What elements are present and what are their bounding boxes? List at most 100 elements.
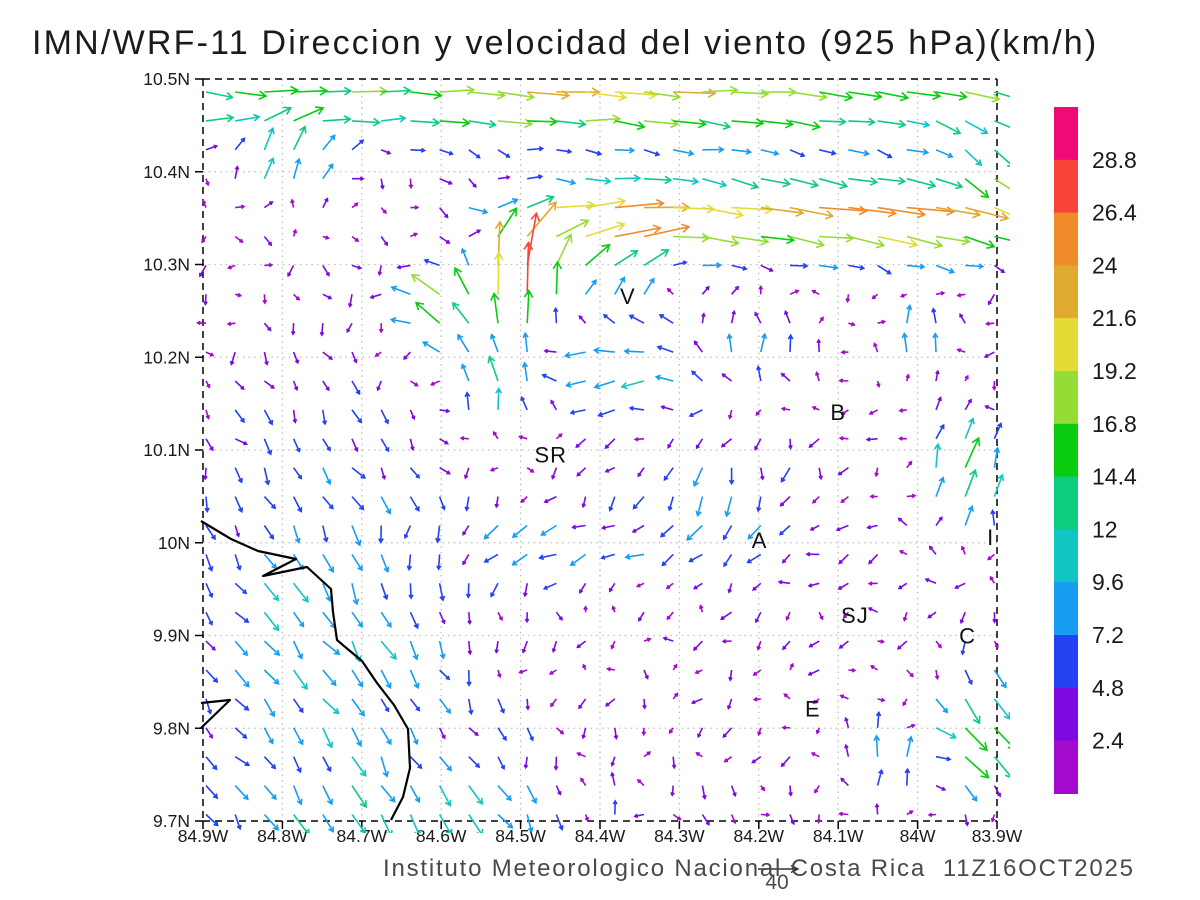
wind-vector (614, 198, 665, 209)
wind-vector (408, 583, 414, 600)
wind-vector (935, 755, 952, 762)
wind-vector (838, 378, 849, 383)
wind-vector (906, 735, 914, 757)
wind-vector (205, 380, 211, 389)
wind-vector (931, 307, 937, 324)
colorbar-swatch (1054, 107, 1078, 161)
wind-vector (409, 611, 419, 630)
wind-vector (760, 332, 768, 353)
wind-vector (576, 752, 586, 758)
wind-vector (569, 409, 586, 415)
wind-vector (807, 582, 820, 588)
wind-vector (956, 348, 966, 353)
wind-vector (263, 201, 274, 209)
x-tick-label: 84.6W (416, 826, 467, 846)
wind-vector (844, 743, 850, 757)
wind-vector (965, 263, 985, 270)
wind-vector (838, 640, 849, 649)
wind-vector (780, 372, 791, 382)
wind-vector (964, 505, 974, 526)
wind-vector (263, 496, 277, 510)
wind-vector (540, 524, 557, 536)
wind-vector (728, 669, 733, 682)
wind-vector (204, 496, 210, 513)
wind-vector (934, 669, 940, 681)
wind-vector (293, 293, 301, 301)
wind-vector (565, 380, 586, 388)
wind-vector (541, 373, 557, 382)
wind-vector (263, 553, 278, 570)
wind-vector (526, 201, 558, 238)
wind-vector (614, 224, 662, 238)
wind-vector (780, 756, 791, 768)
wind-vector (380, 611, 392, 628)
wind-vector (935, 235, 971, 246)
wind-vector (234, 137, 246, 151)
wind-vector (789, 235, 826, 249)
colorbar: 28.8 26.4 24 21.6 19.2 16.8 14.4 12 9.6 7.2 4.8 2.4 (1054, 107, 1137, 794)
wind-vector (690, 698, 703, 705)
wind-vector (760, 118, 795, 129)
wind-vector (840, 409, 849, 415)
wind-vector (848, 117, 876, 127)
wind-vector (990, 814, 996, 823)
wind-vector (263, 640, 281, 657)
wind-vector (610, 771, 616, 786)
wind-vector (585, 176, 612, 185)
wind-vector (292, 553, 304, 571)
wind-vector (511, 553, 528, 566)
wind-vector (410, 273, 441, 295)
wind-vector (868, 409, 878, 415)
wind-vector (322, 467, 332, 486)
wind-vector (760, 177, 792, 188)
wind-vector (628, 314, 645, 324)
wind-vector (723, 553, 733, 568)
wind-vector (205, 756, 218, 771)
wind-vector (752, 696, 761, 702)
wind-vector (906, 148, 930, 156)
colorbar-label: 9.6 (1092, 569, 1124, 595)
wind-vector (263, 467, 271, 486)
wind-vector (322, 438, 331, 452)
wind-vector (381, 86, 412, 96)
wind-vector (593, 380, 616, 390)
wind-vector (292, 756, 302, 774)
wind-vector (322, 409, 328, 426)
wind-vector (935, 149, 954, 159)
wind-vector (643, 249, 670, 267)
wind-vector (838, 811, 849, 817)
wind-vector (726, 698, 733, 710)
wind-vector (641, 727, 647, 737)
wind-vector (935, 423, 945, 440)
wind-vector (494, 496, 500, 509)
wind-vector (287, 265, 295, 278)
wind-vector (347, 294, 353, 308)
wind-vector (468, 149, 481, 159)
wind-vector (551, 640, 558, 653)
wind-vector (784, 309, 791, 324)
wind-vector (928, 545, 937, 555)
wind-vector (263, 727, 274, 745)
wind-vector (205, 409, 211, 420)
wind-vector (877, 639, 886, 644)
wind-vector (580, 777, 587, 787)
wind-vector (292, 814, 310, 833)
wind-vector (497, 207, 518, 237)
colorbar-swatch (1054, 371, 1078, 425)
wind-vector (322, 197, 329, 208)
wind-vector (526, 211, 541, 266)
wind-vector (322, 351, 334, 360)
y-tick-label: 9.8N (153, 718, 190, 738)
wind-vector (935, 91, 968, 101)
colorbar-swatch (1054, 318, 1078, 372)
wind-vector (556, 177, 577, 186)
wind-vector (643, 91, 682, 101)
station-label: V (620, 284, 636, 309)
wind-vector (351, 264, 363, 270)
wind-vector (377, 265, 383, 277)
wind-vector (760, 234, 796, 245)
wind-vector (380, 640, 397, 660)
wind-vector (819, 117, 847, 126)
wind-vector (380, 698, 390, 713)
wind-vector (556, 219, 590, 238)
